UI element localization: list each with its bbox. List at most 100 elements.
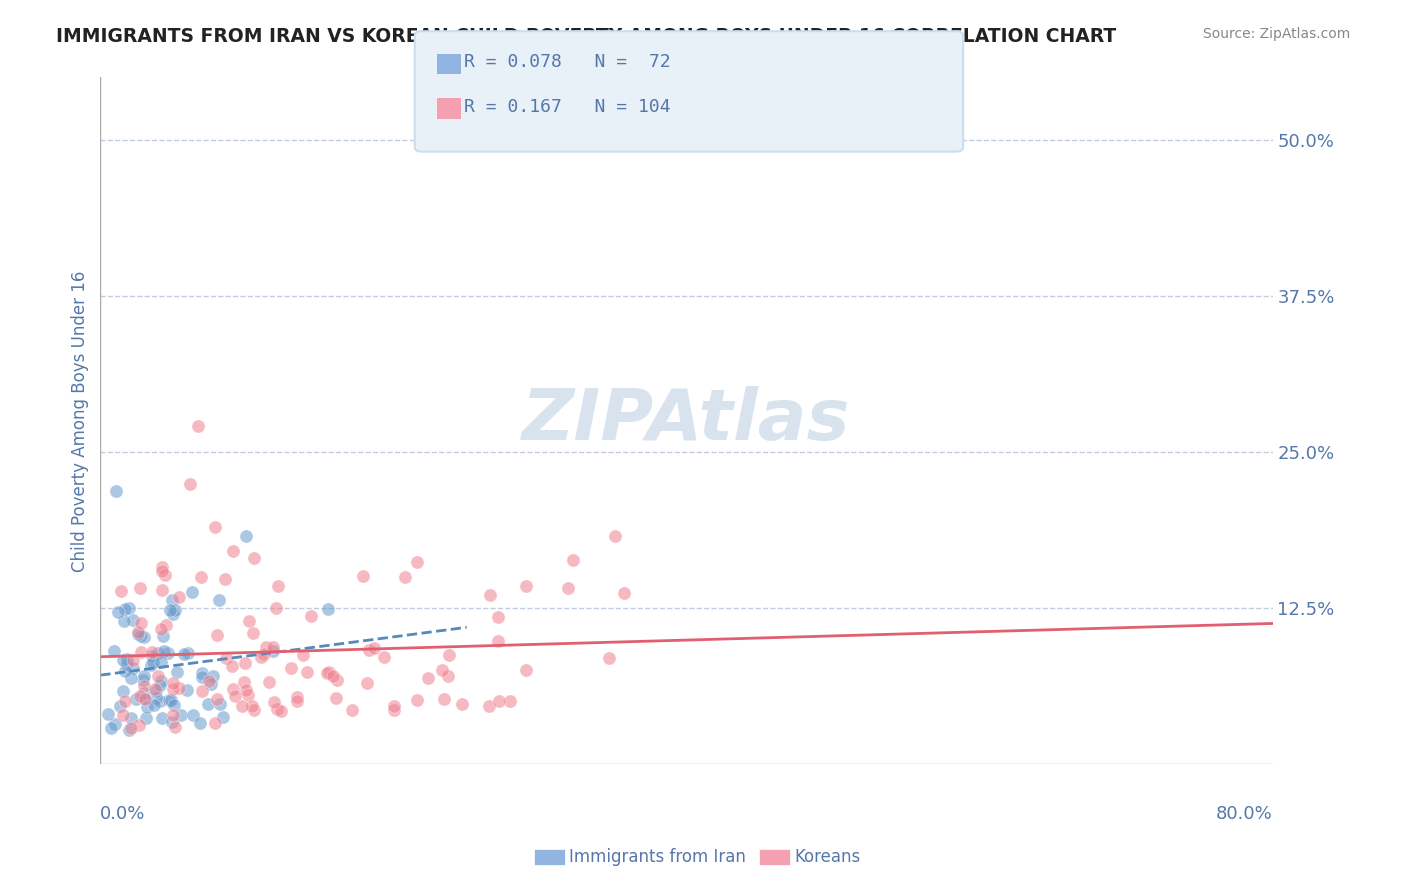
Point <box>112 707 135 722</box>
Point <box>169 681 191 695</box>
Point <box>240 699 263 714</box>
Point <box>104 484 127 499</box>
Point <box>142 656 165 670</box>
Point <box>100 721 122 735</box>
Point <box>405 693 427 707</box>
Point <box>132 690 155 705</box>
Point <box>132 631 155 645</box>
Text: 0.0%: 0.0% <box>100 805 146 823</box>
Point <box>146 646 169 660</box>
Point <box>235 656 257 670</box>
Point <box>160 593 183 607</box>
Point <box>129 689 152 703</box>
Point <box>207 692 229 706</box>
Point <box>149 694 172 708</box>
Point <box>214 572 236 586</box>
Point <box>326 673 349 688</box>
Point <box>208 698 231 712</box>
Point <box>129 645 152 659</box>
Point <box>176 683 198 698</box>
Point <box>169 590 191 604</box>
Point <box>163 603 186 617</box>
Point <box>159 603 181 617</box>
Point <box>173 647 195 661</box>
Point <box>236 688 259 702</box>
Point <box>439 648 461 663</box>
Text: R = 0.167   N = 104: R = 0.167 N = 104 <box>464 98 671 116</box>
Point <box>432 664 454 678</box>
Point <box>190 670 212 684</box>
Point <box>149 655 172 669</box>
Point <box>139 657 162 672</box>
Point <box>613 586 636 600</box>
Point <box>238 615 260 629</box>
Point <box>108 698 131 713</box>
Point <box>163 698 186 712</box>
Point <box>356 676 378 690</box>
Point <box>598 651 620 665</box>
Point <box>162 676 184 690</box>
Point <box>150 582 173 597</box>
Point <box>118 601 141 615</box>
Y-axis label: Child Poverty Among Boys Under 16: Child Poverty Among Boys Under 16 <box>72 270 89 572</box>
Point <box>152 629 174 643</box>
Point <box>120 671 142 685</box>
Point <box>165 719 187 733</box>
Point <box>180 585 202 599</box>
Point <box>191 684 214 698</box>
Point <box>128 581 150 595</box>
Point <box>177 646 200 660</box>
Point <box>188 716 211 731</box>
Point <box>266 702 288 716</box>
Point <box>256 640 278 654</box>
Point <box>162 607 184 622</box>
Point <box>486 609 509 624</box>
Point <box>433 691 456 706</box>
Point <box>120 711 142 725</box>
Point <box>263 695 285 709</box>
Point <box>373 649 395 664</box>
Point <box>134 691 156 706</box>
Point <box>316 666 339 681</box>
Point <box>141 648 163 663</box>
Point <box>132 679 155 693</box>
Point <box>316 601 339 615</box>
Point <box>235 683 257 698</box>
Point <box>145 690 167 705</box>
Point <box>200 677 222 691</box>
Point <box>243 551 266 566</box>
Point <box>191 665 214 680</box>
Point <box>162 708 184 723</box>
Point <box>198 674 221 689</box>
Point <box>115 657 138 672</box>
Point <box>499 694 522 708</box>
Point <box>128 718 150 732</box>
Point <box>114 601 136 615</box>
Point <box>103 644 125 658</box>
Point <box>197 697 219 711</box>
Point <box>204 520 226 534</box>
Point <box>122 653 145 667</box>
Point <box>112 614 135 628</box>
Point <box>141 645 163 659</box>
Point <box>318 665 340 679</box>
Point <box>557 582 579 596</box>
Point <box>205 628 228 642</box>
Point <box>143 682 166 697</box>
Point <box>204 716 226 731</box>
Point <box>208 593 231 607</box>
Point <box>132 669 155 683</box>
Point <box>135 711 157 725</box>
Point <box>156 646 179 660</box>
Text: 80.0%: 80.0% <box>1216 805 1272 823</box>
Point <box>135 699 157 714</box>
Point <box>150 565 173 579</box>
Point <box>160 692 183 706</box>
Point <box>299 609 322 624</box>
Point <box>291 648 314 662</box>
Point <box>243 702 266 716</box>
Point <box>166 665 188 680</box>
Point <box>486 634 509 648</box>
Point <box>160 715 183 730</box>
Point <box>162 681 184 696</box>
